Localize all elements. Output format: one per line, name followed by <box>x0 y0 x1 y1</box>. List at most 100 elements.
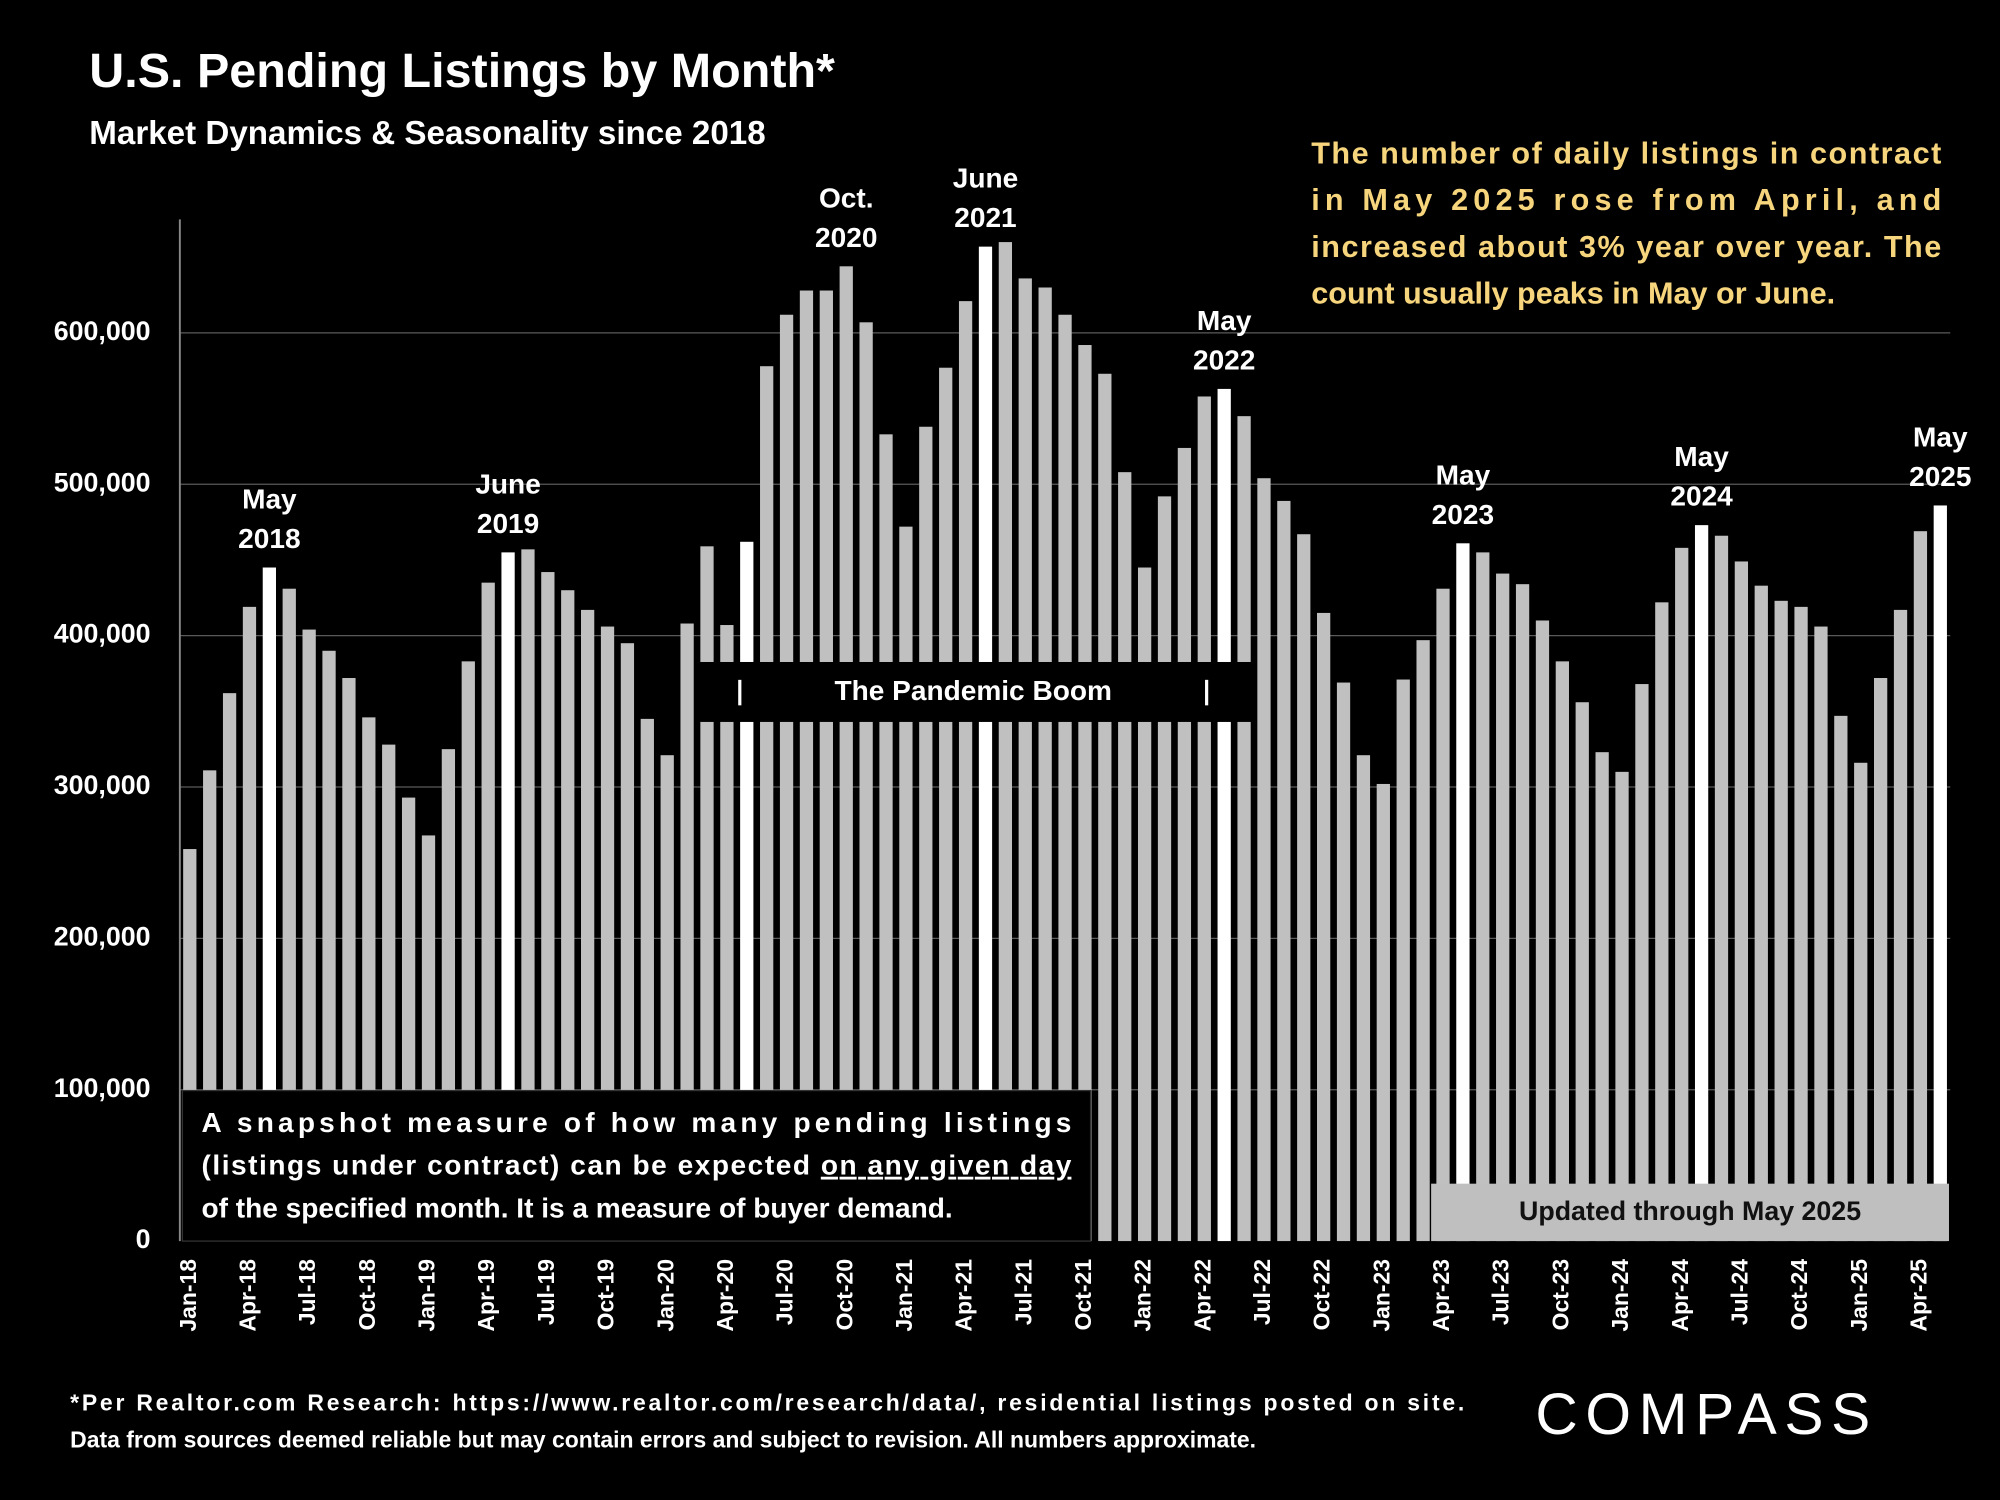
peak-label: June <box>475 468 540 499</box>
bar <box>1217 388 1231 1242</box>
note-text: A snapshot measure of how many pending l… <box>202 1107 1072 1138</box>
bar <box>939 367 953 1242</box>
overlays: The Pandemic Boom A snapshot measure of h… <box>181 661 1949 1242</box>
bar <box>1913 531 1928 1242</box>
bar <box>1476 552 1490 1242</box>
x-tick-label: Oct-23 <box>1547 1259 1573 1330</box>
bar <box>1535 620 1550 1242</box>
x-tick-label: Apr-22 <box>1189 1259 1215 1332</box>
peak-label: 2020 <box>815 222 877 253</box>
x-tick-label: Jan-18 <box>175 1259 201 1332</box>
x-tick-label: Oct-19 <box>593 1259 619 1330</box>
bar <box>1456 543 1470 1242</box>
x-tick-label: Jan-20 <box>652 1259 678 1332</box>
peak-label: June <box>953 163 1018 194</box>
y-tick-label: 100,000 <box>54 1073 151 1103</box>
y-tick-label: 0 <box>136 1224 151 1254</box>
note-text: (listings under contract) can be expecte… <box>202 1150 820 1181</box>
bar <box>1496 573 1510 1242</box>
x-tick-label: Oct-21 <box>1070 1259 1096 1331</box>
bar <box>859 322 873 1242</box>
bar <box>1257 478 1271 1242</box>
commentary-line: count usually peaks in May or June. <box>1311 276 1835 310</box>
note-text: of the specified month. It is a measure … <box>202 1193 953 1224</box>
peak-label: May <box>1197 305 1252 336</box>
bar <box>1555 661 1569 1242</box>
bar <box>1873 678 1888 1242</box>
peak-label: 2025 <box>1909 461 1971 492</box>
bar <box>1933 505 1947 1242</box>
bar <box>998 242 1013 1242</box>
bar <box>1675 547 1689 1242</box>
bar <box>879 434 893 1242</box>
bar <box>680 623 694 1242</box>
bar <box>1137 567 1152 1242</box>
band-label: The Pandemic Boom <box>835 675 1112 706</box>
bar <box>302 629 316 1242</box>
peak-label: 2021 <box>954 202 1016 233</box>
bar <box>1515 584 1530 1242</box>
note-line: A snapshot measure of how many pending l… <box>202 1107 1072 1138</box>
bar <box>1893 609 1908 1242</box>
x-tick-label: Apr-25 <box>1905 1259 1931 1332</box>
bar <box>1098 373 1112 1242</box>
x-tick-label: Apr-21 <box>951 1259 977 1332</box>
peak-label: May <box>1913 422 1968 453</box>
bar <box>242 606 257 1242</box>
bar <box>1356 755 1371 1242</box>
x-tick-label: Jul-21 <box>1010 1259 1036 1326</box>
y-tick-label: 500,000 <box>54 467 151 497</box>
bar <box>1655 602 1669 1242</box>
note-line: of the specified month. It is a measure … <box>202 1193 953 1224</box>
bar <box>1436 588 1450 1242</box>
x-tick-label: Jan-21 <box>891 1259 917 1332</box>
y-tick-label: 300,000 <box>54 770 151 800</box>
bar <box>1754 585 1768 1242</box>
x-tick-label: Oct-18 <box>354 1259 380 1331</box>
bar <box>779 314 794 1242</box>
x-tick-label: Apr-23 <box>1428 1259 1454 1332</box>
x-tick-label: Jan-24 <box>1607 1259 1633 1332</box>
commentary-line: The number of daily listings in contract <box>1311 137 1941 171</box>
commentary-line: in May 2025 rose from April, and <box>1311 183 1941 217</box>
bar <box>1734 561 1749 1242</box>
x-tick-label: Jan-23 <box>1368 1259 1394 1332</box>
bar <box>720 625 734 1242</box>
peak-label: May <box>1674 441 1729 472</box>
peak-label: 2024 <box>1670 481 1733 512</box>
footnote-line: *Per Realtor.com Research: https://www.r… <box>70 1389 1464 1415</box>
bar <box>958 301 973 1242</box>
peak-label: 2019 <box>477 508 539 539</box>
x-tick-label: Apr-24 <box>1667 1259 1693 1332</box>
bar <box>561 590 575 1242</box>
note-line: (listings under contract) can be expecte… <box>202 1150 1072 1181</box>
x-tick-label: Jul-23 <box>1488 1259 1514 1325</box>
x-tick-label: Apr-20 <box>712 1259 738 1332</box>
bar <box>521 549 535 1242</box>
bar <box>1038 287 1052 1242</box>
y-tick-label: 600,000 <box>54 316 151 346</box>
bar <box>1854 762 1868 1242</box>
peak-label: 2018 <box>238 523 300 554</box>
bar <box>1118 472 1132 1242</box>
bar <box>1794 606 1808 1242</box>
bar <box>1635 684 1649 1242</box>
x-tick-label: Jul-20 <box>772 1259 798 1325</box>
peak-label: May <box>242 484 297 515</box>
note-box <box>181 1089 1092 1242</box>
bar <box>1615 771 1629 1242</box>
note-underlined: on any given day <box>821 1150 1072 1181</box>
bar <box>282 588 296 1242</box>
bar <box>839 266 853 1242</box>
bar <box>1018 278 1032 1242</box>
bar <box>541 572 555 1242</box>
x-tick-label: Apr-19 <box>473 1259 499 1332</box>
peak-label: 2023 <box>1432 499 1494 530</box>
bar <box>1416 640 1430 1242</box>
bar <box>1575 702 1589 1242</box>
bar <box>760 366 774 1242</box>
x-tick-label: Apr-18 <box>235 1259 261 1332</box>
brand-logo: COMPASS <box>1535 1382 1878 1447</box>
